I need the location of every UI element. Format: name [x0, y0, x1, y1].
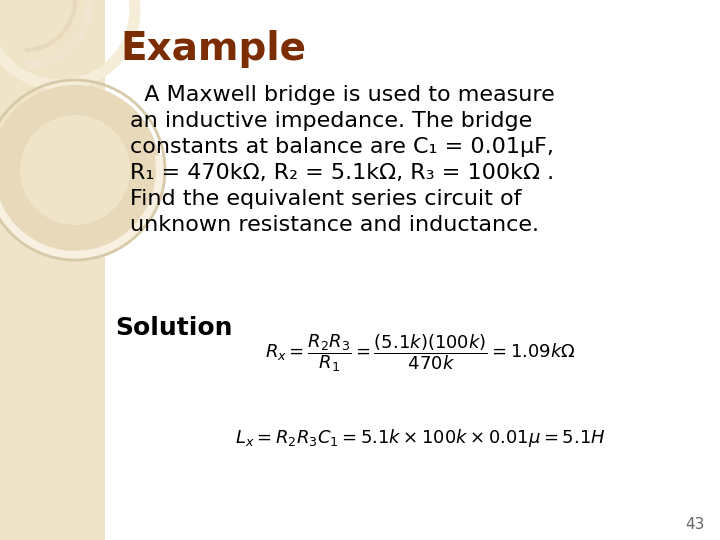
Circle shape [0, 85, 160, 255]
Text: an inductive impedance. The bridge: an inductive impedance. The bridge [130, 111, 532, 131]
Text: unknown resistance and inductance.: unknown resistance and inductance. [130, 215, 539, 235]
Text: R₁ = 470kΩ, R₂ = 5.1kΩ, R₃ = 100kΩ .: R₁ = 470kΩ, R₂ = 5.1kΩ, R₃ = 100kΩ . [130, 163, 554, 183]
Text: 43: 43 [685, 517, 705, 532]
Text: Example: Example [120, 30, 306, 68]
Bar [0, 0, 105, 540]
Text: Find the equivalent series circuit of: Find the equivalent series circuit of [130, 189, 521, 209]
Text: $L_x = R_2 R_3 C_1 = 5.1k \times 100k \times 0.01\mu = 5.1H$: $L_x = R_2 R_3 C_1 = 5.1k \times 100k \t… [235, 427, 606, 449]
Text: Solution: Solution [115, 316, 233, 340]
Text: $R_x = \dfrac{R_2 R_3}{R_1} = \dfrac{(5.1k)(100k)}{470k} = 1.09k\Omega$: $R_x = \dfrac{R_2 R_3}{R_1} = \dfrac{(5.… [265, 332, 575, 374]
Text: constants at balance are C₁ = 0.01μF,: constants at balance are C₁ = 0.01μF, [130, 137, 554, 157]
Circle shape [20, 115, 130, 225]
Text: A Maxwell bridge is used to measure: A Maxwell bridge is used to measure [130, 85, 554, 105]
